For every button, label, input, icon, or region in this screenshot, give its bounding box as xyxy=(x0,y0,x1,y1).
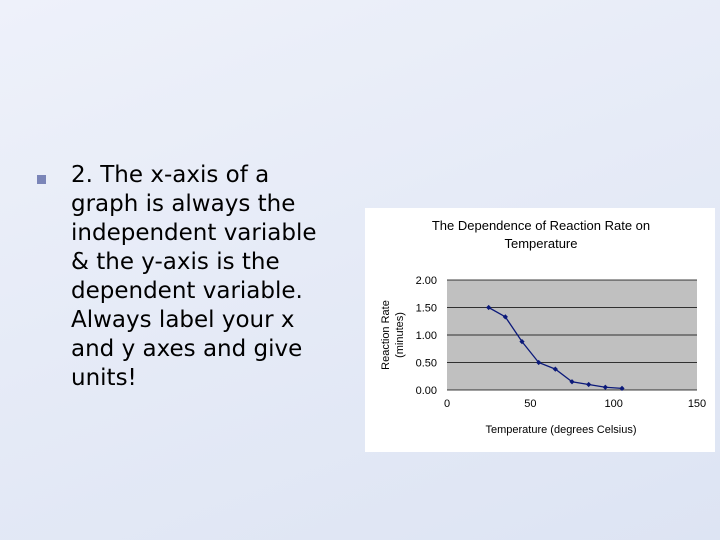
bullet-line: and y axes and give xyxy=(71,336,303,362)
bullet-text: 2. The x-axis of a graph is always the i… xyxy=(71,161,351,393)
chart-title-line: Temperature xyxy=(505,236,578,251)
data-point xyxy=(602,384,608,390)
bullet-line: units! xyxy=(71,365,137,391)
y-tick-label: 0.00 xyxy=(416,385,437,397)
x-tick-label: 100 xyxy=(604,398,622,410)
x-tick-label: 0 xyxy=(444,398,450,410)
bullet-line: independent variable xyxy=(71,220,317,246)
x-tick-label: 150 xyxy=(688,398,706,410)
y-axis-label-line: Reaction Rate xyxy=(380,300,392,370)
data-point xyxy=(536,359,542,366)
chart: The Dependence of Reaction Rate on Tempe… xyxy=(365,208,715,452)
bullet-line: Always label your x xyxy=(71,307,295,333)
bullet-square-icon xyxy=(37,175,46,184)
y-axis-label-line: (minutes) xyxy=(394,312,406,358)
x-tick-labels: 0 50 100 150 xyxy=(444,398,706,410)
chart-svg: The Dependence of Reaction Rate on Tempe… xyxy=(380,218,706,436)
y-tick-label: 1.00 xyxy=(416,330,437,342)
data-point xyxy=(569,379,575,385)
y-tick-labels: 0.00 0.50 1.00 1.50 2.00 xyxy=(416,275,437,397)
y-tick-label: 0.50 xyxy=(416,358,437,370)
y-tick-label: 2.00 xyxy=(416,275,437,287)
data-point xyxy=(586,381,592,388)
bullet-line: 2. The x-axis of a xyxy=(71,162,270,188)
chart-title-line: The Dependence of Reaction Rate on xyxy=(432,218,650,233)
y-tick-label: 1.50 xyxy=(416,303,437,315)
bullet-line: & the y-axis is the xyxy=(71,249,280,275)
x-axis-label: Temperature (degrees Celsius) xyxy=(485,424,636,436)
data-point xyxy=(486,304,492,311)
x-tick-label: 50 xyxy=(524,398,536,410)
bullet-line: graph is always the xyxy=(71,191,296,217)
bullet-line: dependent variable. xyxy=(71,278,303,304)
y-axis-label: Reaction Rate (minutes) xyxy=(380,300,406,370)
